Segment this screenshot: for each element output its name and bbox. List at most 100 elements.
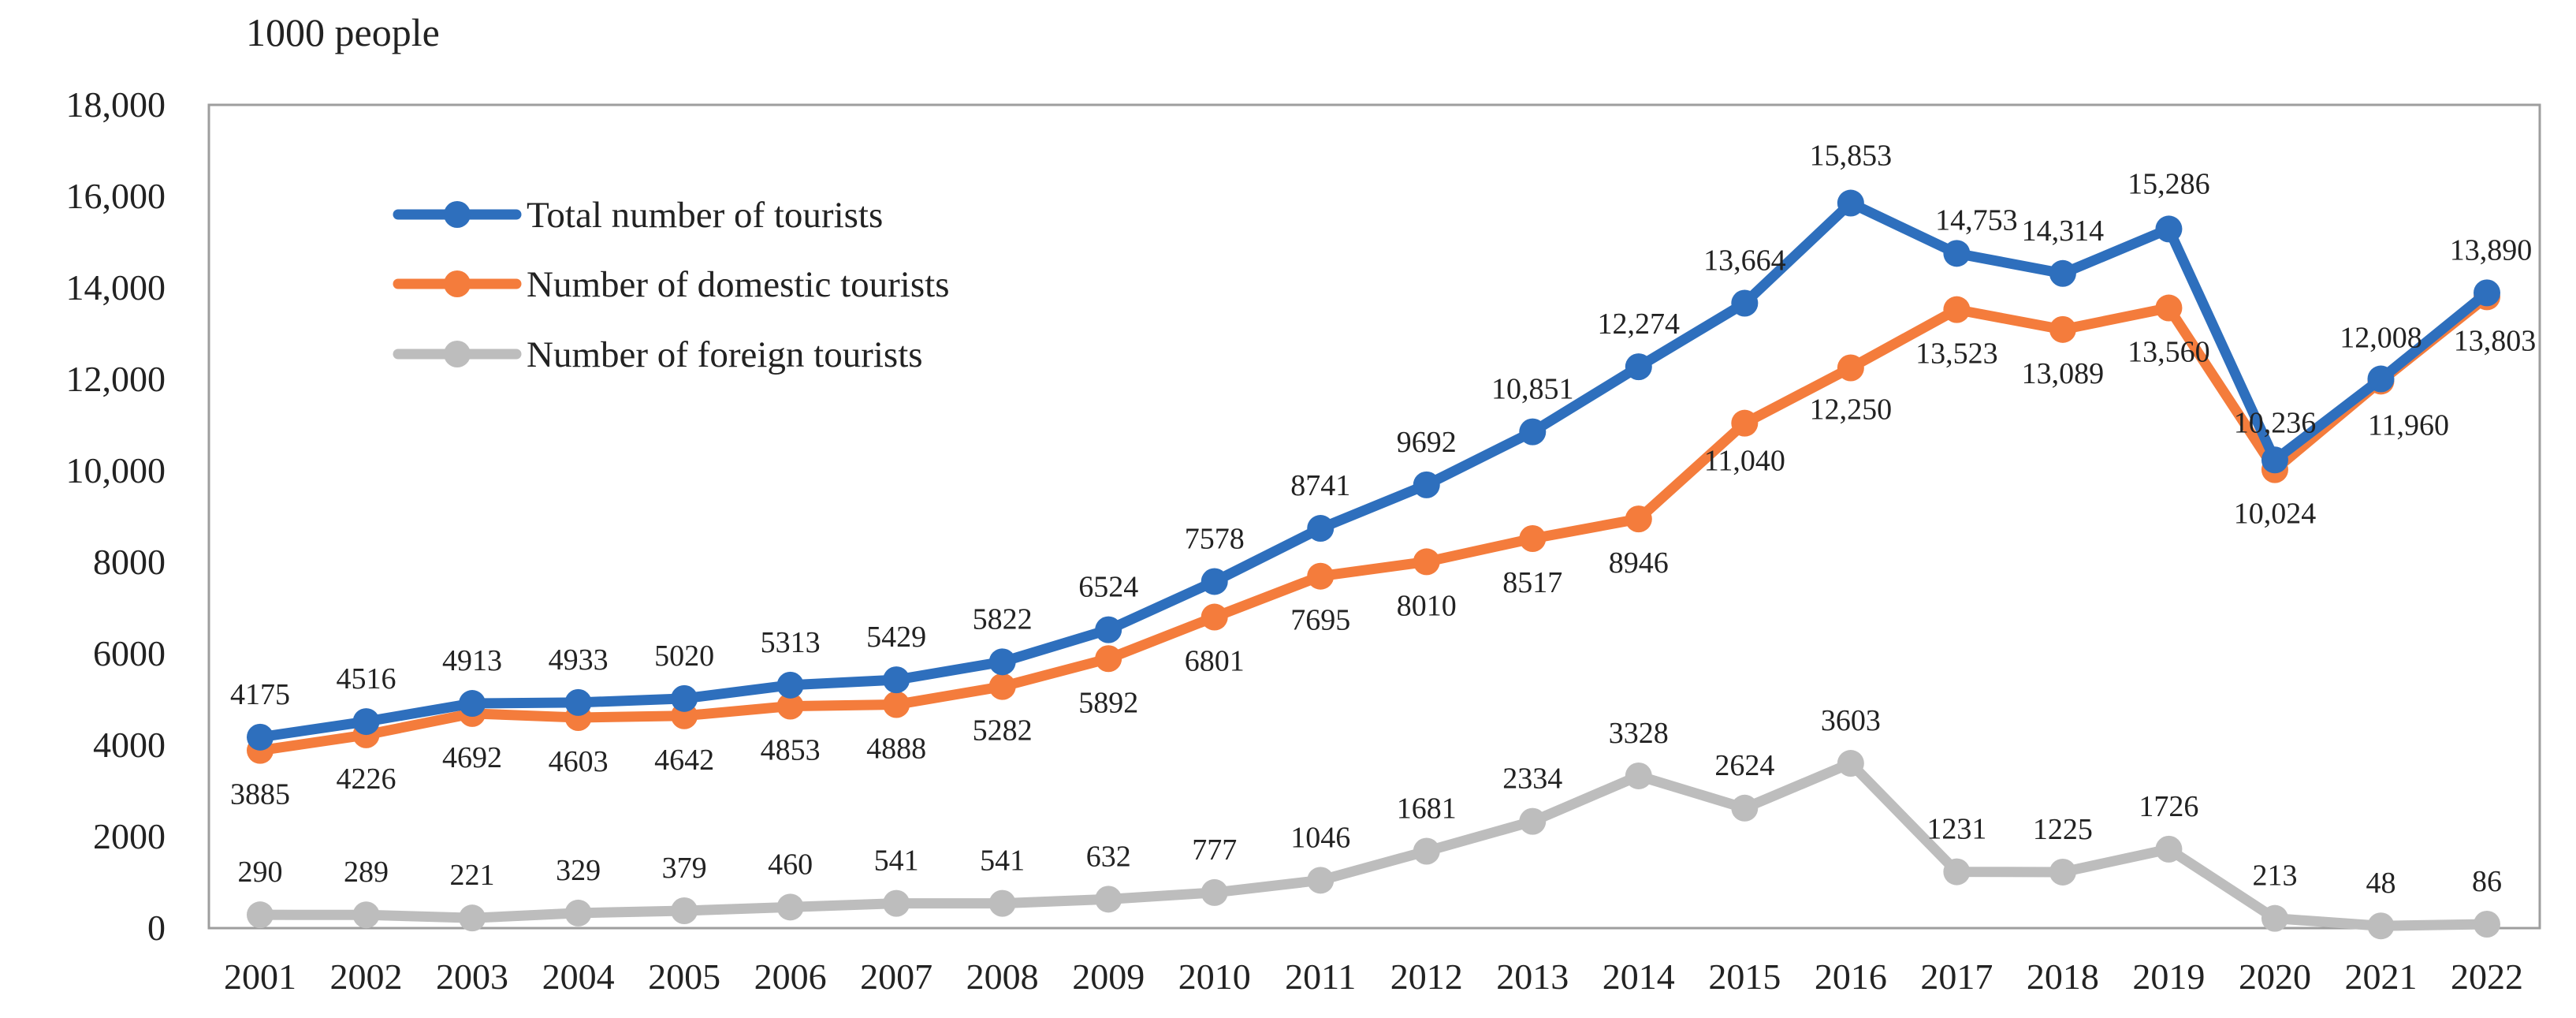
data-point bbox=[883, 691, 910, 718]
y-tick-label: 12,000 bbox=[66, 359, 166, 399]
data-point bbox=[1519, 418, 1547, 446]
data-label: 460 bbox=[768, 848, 813, 881]
data-label: 5313 bbox=[761, 626, 821, 659]
data-label: 13,523 bbox=[1915, 337, 1998, 371]
data-label: 289 bbox=[344, 856, 389, 889]
data-point bbox=[988, 648, 1016, 676]
data-label: 541 bbox=[874, 845, 919, 878]
data-point bbox=[1519, 525, 1547, 553]
data-label: 15,853 bbox=[1810, 140, 1893, 173]
data-point bbox=[1731, 289, 1759, 317]
data-label: 4642 bbox=[654, 744, 714, 777]
legend-swatch-marker bbox=[444, 341, 471, 367]
series-line bbox=[255, 291, 2492, 756]
data-label: 379 bbox=[662, 852, 707, 885]
data-point bbox=[1625, 353, 1652, 381]
data-point bbox=[1837, 189, 1864, 217]
y-tick-label: 6000 bbox=[93, 633, 166, 673]
x-tick-label: 2003 bbox=[436, 956, 508, 997]
data-point bbox=[2367, 365, 2395, 393]
series-2: 290 289 221 329 379 460 541 541 632 777 1046 1681 23… bbox=[238, 704, 2502, 940]
x-tick-label: 2004 bbox=[542, 956, 615, 997]
data-point bbox=[1837, 354, 1864, 382]
data-label: 213 bbox=[2252, 860, 2297, 893]
data-label: 10,236 bbox=[2234, 406, 2317, 439]
data-label: 632 bbox=[1086, 840, 1131, 873]
data-point bbox=[1413, 837, 1440, 865]
data-point bbox=[1625, 505, 1652, 533]
data-point bbox=[1201, 568, 1228, 595]
data-label: 86 bbox=[2472, 865, 2502, 898]
series-0: 4175 4516 4913 4933 5020 5313 5429 5822 6524 7578… bbox=[230, 140, 2532, 751]
data-label: 15,286 bbox=[2127, 167, 2210, 200]
data-point bbox=[247, 723, 274, 751]
x-tick-label: 2001 bbox=[224, 956, 296, 997]
data-label: 5429 bbox=[866, 621, 926, 654]
data-label: 4933 bbox=[549, 643, 609, 677]
data-label: 1726 bbox=[2139, 790, 2198, 823]
data-label: 5020 bbox=[654, 640, 714, 673]
data-point bbox=[1413, 471, 1440, 498]
data-label: 4175 bbox=[230, 678, 290, 711]
data-point bbox=[776, 692, 804, 720]
data-point bbox=[352, 901, 380, 929]
data-label: 7695 bbox=[1290, 604, 1350, 637]
data-point bbox=[776, 893, 804, 921]
data-point bbox=[776, 671, 804, 699]
legend-item: Number of domestic tourists bbox=[393, 264, 950, 305]
data-point bbox=[2367, 912, 2395, 940]
x-tick-label: 2006 bbox=[754, 956, 827, 997]
data-point bbox=[2474, 911, 2500, 938]
data-point bbox=[564, 899, 592, 927]
data-label: 13,664 bbox=[1703, 244, 1786, 277]
x-tick-label: 2012 bbox=[1390, 956, 1463, 997]
x-tick-label: 2010 bbox=[1178, 956, 1251, 997]
data-point bbox=[352, 708, 380, 736]
data-label: 1225 bbox=[2033, 813, 2093, 846]
data-label: 10,851 bbox=[1491, 373, 1574, 406]
legend-label: Total number of tourists bbox=[527, 195, 883, 236]
legend-swatch-marker bbox=[444, 201, 471, 228]
data-point bbox=[459, 690, 486, 718]
data-point bbox=[1837, 750, 1864, 777]
x-tick-label: 2009 bbox=[1072, 956, 1145, 997]
data-point bbox=[2049, 259, 2076, 287]
data-label: 290 bbox=[238, 856, 283, 889]
data-point bbox=[1307, 515, 1335, 543]
data-label: 4516 bbox=[337, 662, 396, 695]
data-point bbox=[2261, 446, 2288, 474]
y-tick-label: 10,000 bbox=[66, 450, 166, 490]
y-tick-label: 2000 bbox=[93, 816, 166, 856]
data-label: 10,024 bbox=[2234, 498, 2317, 531]
data-point bbox=[2155, 294, 2183, 322]
data-point bbox=[671, 684, 698, 712]
data-label: 8741 bbox=[1290, 469, 1350, 502]
data-label: 48 bbox=[2366, 867, 2395, 900]
data-point bbox=[459, 904, 486, 932]
data-point bbox=[564, 688, 592, 716]
data-label: 4888 bbox=[866, 732, 926, 765]
x-axis-tick-labels: 2001 2002 2003 2004 2005 2006 2007 2008 2009 2010… bbox=[224, 956, 2523, 997]
data-label: 6801 bbox=[1185, 645, 1245, 678]
data-point bbox=[247, 901, 274, 929]
series-layer: 290 289 221 329 379 460 541 541 632 777 1046 1681 23… bbox=[230, 140, 2536, 940]
data-point bbox=[2155, 215, 2183, 243]
x-tick-label: 2021 bbox=[2344, 956, 2417, 997]
x-tick-label: 2005 bbox=[648, 956, 720, 997]
data-label: 4913 bbox=[442, 644, 502, 677]
data-label: 2624 bbox=[1714, 749, 1774, 782]
data-label: 541 bbox=[980, 845, 1025, 878]
x-tick-label: 2014 bbox=[1603, 956, 1675, 997]
data-point bbox=[1413, 548, 1440, 576]
legend-label: Number of domestic tourists bbox=[527, 264, 950, 305]
data-label: 6524 bbox=[1078, 571, 1138, 604]
data-point bbox=[1095, 616, 1122, 643]
data-point bbox=[1731, 794, 1759, 822]
data-label: 3328 bbox=[1609, 717, 1669, 750]
data-label: 11,960 bbox=[2368, 408, 2449, 442]
data-label: 12,250 bbox=[1810, 393, 1893, 427]
data-label: 13,803 bbox=[2454, 324, 2537, 357]
data-label: 329 bbox=[556, 854, 601, 887]
data-point bbox=[988, 889, 1016, 917]
data-label: 1681 bbox=[1397, 792, 1457, 826]
